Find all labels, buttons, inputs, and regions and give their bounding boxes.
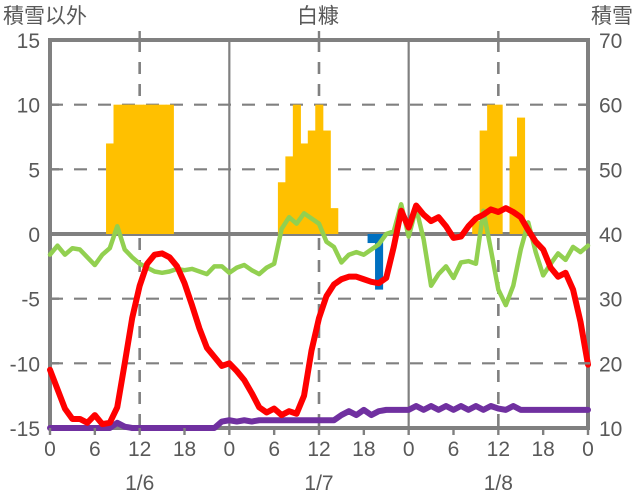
x-axis-tick-label: 12 xyxy=(307,438,330,461)
y-axis-right-tick-label: 60 xyxy=(599,95,622,118)
y-axis-left-tick-label: -15 xyxy=(10,418,40,441)
x-axis-tick-label: 6 xyxy=(89,438,101,461)
bar-series-orange xyxy=(106,104,526,235)
x-axis-tick-label: 12 xyxy=(128,438,151,461)
y-axis-right-tick-label: 50 xyxy=(599,159,622,182)
x-axis-date-label: 1/7 xyxy=(304,472,333,495)
x-axis-date-label: 1/6 xyxy=(125,472,154,495)
x-axis-tick-label: 18 xyxy=(173,438,196,461)
x-axis-tick-label: 18 xyxy=(352,438,375,461)
y-axis-right-tick-label: 30 xyxy=(599,289,622,312)
x-axis-tick-label: 0 xyxy=(403,438,415,461)
y-axis-right-tick-label: 10 xyxy=(599,418,622,441)
x-axis-tick-label: 6 xyxy=(448,438,460,461)
x-axis-tick-label: 0 xyxy=(582,438,594,461)
x-axis-tick-label: 12 xyxy=(487,438,510,461)
x-axis-date-label: 1/8 xyxy=(484,472,513,495)
bar-series-blue xyxy=(367,234,384,290)
x-axis-tick-label: 18 xyxy=(531,438,554,461)
y-axis-left-tick-label: 15 xyxy=(17,30,40,53)
y-axis-right-tick-label: 40 xyxy=(599,224,622,247)
x-axis-tick-label: 6 xyxy=(268,438,280,461)
y-axis-right-tick-label: 70 xyxy=(599,30,622,53)
left-axis-title: 積雪以外 xyxy=(3,5,87,28)
y-axis-left-tick-label: 0 xyxy=(28,224,40,247)
y-axis-left-tick-label: 10 xyxy=(17,95,40,118)
right-axis-title: 積雪 xyxy=(591,5,633,28)
y-axis-left-tick-label: -5 xyxy=(21,289,40,312)
tick-marks xyxy=(48,31,590,435)
x-axis-tick-label: 0 xyxy=(223,438,235,461)
y-axis-left-tick-label: -10 xyxy=(10,353,40,376)
y-axis-right-tick-label: 20 xyxy=(599,353,622,376)
y-axis-left-tick-label: 5 xyxy=(28,159,40,182)
page-title: 白糠 xyxy=(297,5,339,28)
x-axis-tick-label: 0 xyxy=(44,438,56,461)
